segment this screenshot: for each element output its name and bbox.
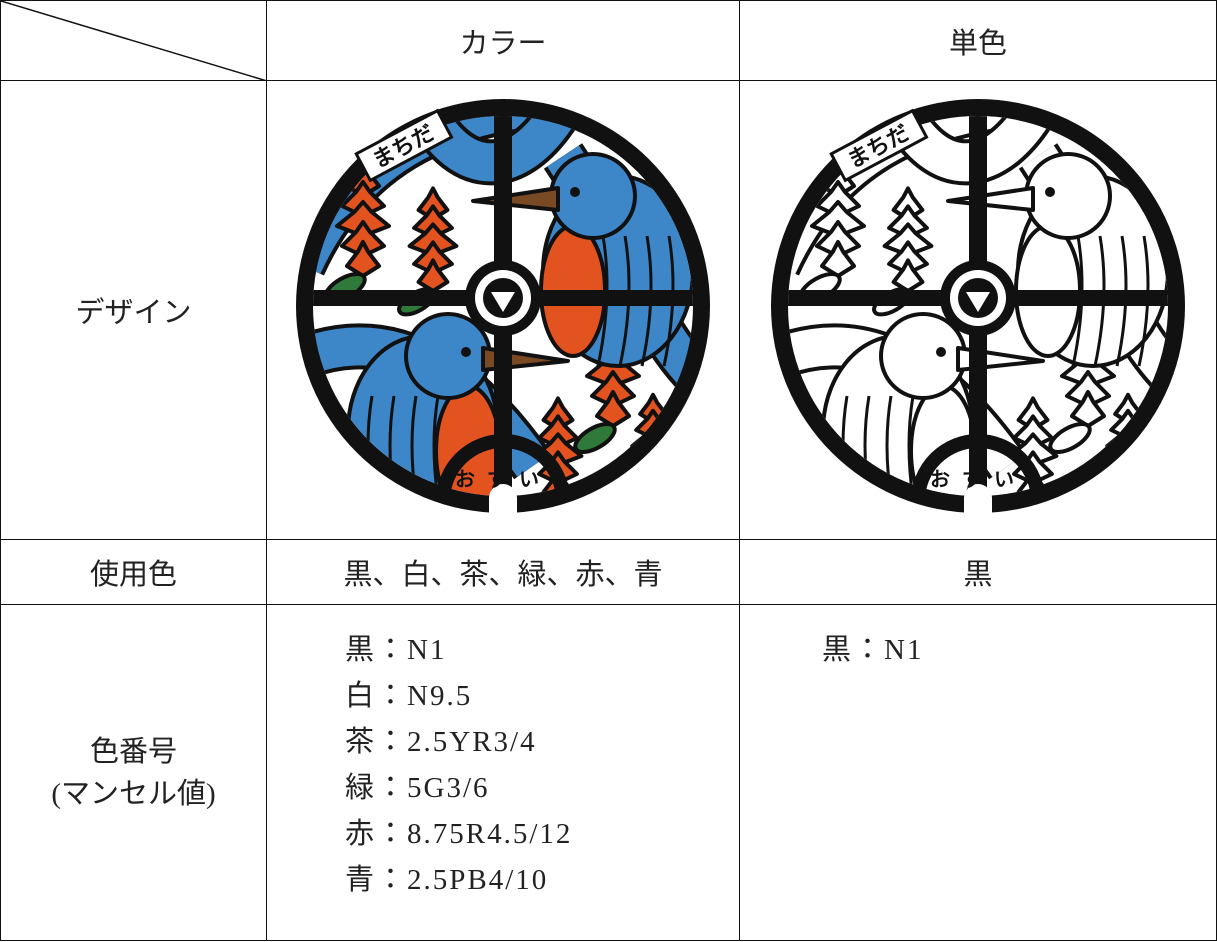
color-number: 青：2.5PB4/10 xyxy=(345,864,549,896)
leaf xyxy=(1048,422,1092,454)
bird-head xyxy=(549,152,637,240)
feather xyxy=(410,395,423,496)
label-line: (マンセル値) xyxy=(51,777,216,810)
header-cell: 単色 xyxy=(739,0,1217,81)
bird-eye xyxy=(1045,187,1055,197)
bird-head xyxy=(879,312,967,400)
leaf xyxy=(620,482,657,496)
colors-cell: 黒 xyxy=(739,539,1217,605)
design-cell: まちだ おすい xyxy=(739,80,1217,540)
colors-row: 使用色 黒、白、茶、緑、赤、青 黒 xyxy=(0,539,1217,605)
color-number: 茶：2.5YR3/4 xyxy=(345,726,537,758)
bottom-slot xyxy=(964,484,992,516)
bird-head xyxy=(404,312,492,400)
emblem-mark xyxy=(966,292,990,312)
row-label: 使用色 xyxy=(0,539,267,605)
bird-eye xyxy=(936,347,946,357)
colors-cell: 黒、白、茶、緑、赤、青 xyxy=(266,539,740,605)
feather xyxy=(907,395,920,496)
numbers-cell: 黒：N1 xyxy=(739,604,1217,941)
row-label: 色番号 (マンセル値) xyxy=(0,604,267,941)
notch xyxy=(1172,206,1188,228)
header-cell: カラー xyxy=(266,0,740,81)
bird-head xyxy=(1024,152,1112,240)
label-line: 色番号 xyxy=(89,735,177,768)
corner-cell xyxy=(0,0,267,81)
notch xyxy=(293,206,309,228)
feather xyxy=(432,395,445,496)
petal xyxy=(638,456,668,488)
color-number: 緑：5G3/6 xyxy=(345,772,490,804)
bottom-arch xyxy=(911,434,1045,502)
numbers-row: 色番号 (マンセル値) 黒：N1 白：N9.5 茶：2.5YR3/4 緑：5G3/6 赤… xyxy=(0,604,1217,941)
feather xyxy=(885,395,898,496)
color-number: 黒：N1 xyxy=(345,634,447,666)
emblem-mark xyxy=(491,292,515,312)
color-number: 黒：N1 xyxy=(822,634,924,666)
leaf xyxy=(573,422,617,454)
color-number: 白：N9.5 xyxy=(345,680,473,712)
label-osui: おすい xyxy=(455,467,551,491)
feather xyxy=(863,395,876,496)
notch xyxy=(768,206,784,228)
label-box xyxy=(829,108,929,183)
numbers-cell: 黒：N1 白：N9.5 茶：2.5YR3/4 緑：5G3/6 赤：8.75R4.5/12… xyxy=(266,604,740,941)
design-row: デザイン まちだ おすい まちだ おすい xyxy=(0,80,1217,540)
header-row: カラー 単色 xyxy=(0,0,1217,81)
color-number: 赤：8.75R4.5/12 xyxy=(345,818,573,850)
feather xyxy=(388,395,401,496)
bottom-arch xyxy=(436,434,570,502)
label-osui: おすい xyxy=(930,467,1026,491)
bottom-slot xyxy=(489,484,517,516)
row-label: デザイン xyxy=(0,80,267,540)
petal xyxy=(1113,456,1143,488)
notch xyxy=(697,206,713,228)
label-box xyxy=(354,108,454,183)
bird-eye xyxy=(570,187,580,197)
bird-beak xyxy=(946,186,1035,212)
leaf xyxy=(1095,482,1132,496)
bird-beak xyxy=(471,186,560,212)
diagonal xyxy=(1,1,267,81)
bird-eye xyxy=(461,347,471,357)
design-cell: まちだ おすい xyxy=(266,80,740,540)
